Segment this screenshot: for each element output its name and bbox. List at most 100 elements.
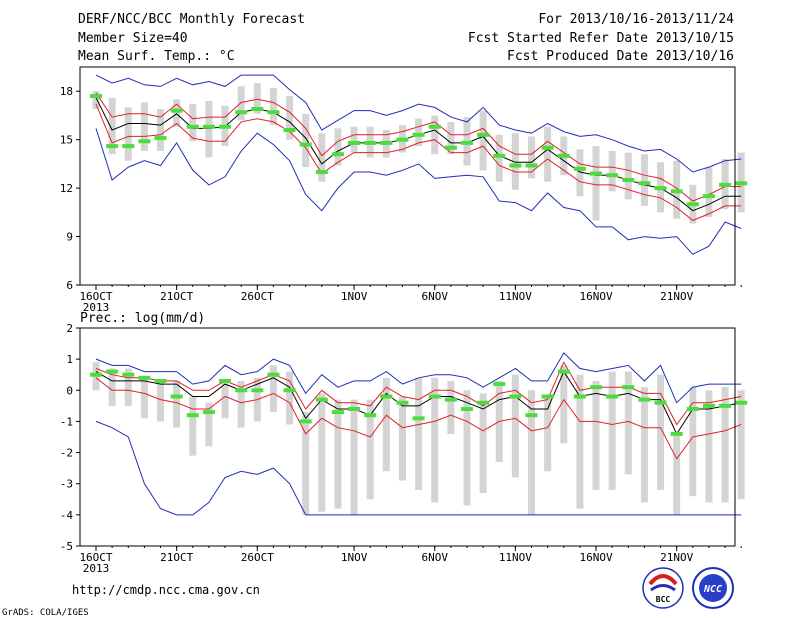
x-tick-label: 16NOV (579, 290, 612, 303)
ensemble-spread-box (576, 374, 584, 509)
median-marker (557, 369, 570, 374)
median-marker (719, 182, 732, 187)
y-tick-label: -5 (60, 540, 73, 553)
ensemble-spread-box (544, 126, 552, 182)
ensemble-spread-box (479, 393, 487, 494)
ensemble-spread-box (140, 377, 148, 419)
ensemble-spread-box (431, 115, 439, 155)
median-marker (299, 419, 312, 424)
ensemble-spread-box (221, 380, 229, 419)
temperature-panel: 6 9 12 15 18 16OCT 21OCT 26OCT 1NOV 6NOV 11NOV 16NO… (60, 66, 748, 314)
ensemble-spread-box (286, 96, 294, 140)
header-period: For 2013/10/16-2013/11/24 (538, 12, 734, 27)
y-tick-label: 0 (66, 384, 73, 397)
median-marker (331, 410, 344, 415)
ncc-logo: NCC (692, 567, 734, 609)
x-tick-label: 16OCT (79, 290, 112, 303)
x-tick-label: 21OCT (160, 290, 193, 303)
ensemble-spread-box (189, 104, 197, 142)
median-marker (541, 394, 554, 399)
median-marker (509, 163, 522, 168)
median-marker (380, 140, 393, 145)
median-marker (315, 169, 328, 174)
median-marker (283, 388, 296, 393)
ensemble-spread-box (415, 118, 423, 147)
median-marker (267, 110, 280, 115)
y-tick-label: 2 (66, 322, 73, 335)
median-marker (460, 140, 473, 145)
median-marker (477, 400, 490, 405)
median-marker (525, 413, 538, 418)
ensemble-spread-box (415, 377, 423, 490)
bcc-logo-ring (642, 567, 684, 609)
ensemble-spread-box (350, 126, 358, 153)
bcc-logo-arc-blue (650, 584, 676, 592)
median-marker (283, 127, 296, 132)
ensemble-spread-box (157, 108, 165, 151)
y-tick-label: 15 (60, 134, 73, 147)
median-marker (493, 382, 506, 387)
ensemble-spread-box (382, 377, 390, 472)
median-marker (428, 124, 441, 129)
median-marker (460, 406, 473, 411)
ensemble-spread-box (608, 371, 616, 490)
x-tick-label: 21NOV (660, 290, 693, 303)
ensemble-spread-box (189, 396, 197, 456)
header-member-size: Member Size=40 (78, 31, 188, 46)
ensemble-spread-box (447, 121, 455, 155)
median-marker (622, 385, 635, 390)
y-tick-label: -2 (60, 447, 73, 460)
median-marker (670, 431, 683, 436)
ensemble-mean-line (95, 370, 742, 435)
ensemble-spread-box (157, 380, 165, 422)
median-marker (557, 153, 570, 158)
x-tick-label: 11NOV (499, 290, 532, 303)
y-tick-label: -1 (60, 415, 73, 428)
median-marker (186, 124, 199, 129)
median-marker (202, 410, 215, 415)
median-marker (654, 400, 667, 405)
footer-url[interactable]: http://cmdp.ncc.cma.gov.cn (72, 583, 260, 597)
ensemble-max-line (95, 74, 742, 173)
x-year-label: 2013 (83, 562, 110, 575)
median-marker (154, 378, 167, 383)
median-marker (590, 385, 603, 390)
y-tick-label: -4 (60, 509, 74, 522)
ensemble-max-line (95, 352, 742, 404)
ensemble-spread-box (205, 402, 213, 447)
precipitation-panel: -5 -4 -3 -2 -1 0 1 2 16OCT 21OCT 26OCT 1NOV 6NOV 11NO… (60, 322, 748, 575)
median-marker (606, 394, 619, 399)
grads-credit: GrADS: COLA/IGES (2, 608, 89, 618)
ensemble-spread-box (302, 412, 310, 515)
mean-minus-sd-line (95, 103, 742, 221)
median-marker (541, 145, 554, 150)
ensemble-spread-box (366, 399, 374, 500)
median-marker (444, 145, 457, 150)
median-marker (590, 171, 603, 176)
median-marker (315, 397, 328, 402)
ensemble-spread-box (673, 433, 681, 515)
median-marker (573, 166, 586, 171)
median-marker (412, 132, 425, 137)
median-marker (235, 388, 248, 393)
median-marker (622, 178, 635, 183)
ensemble-spread-box (657, 374, 665, 490)
ensemble-min-line (95, 420, 742, 516)
ensemble-spread-box (640, 387, 648, 503)
median-marker (364, 413, 377, 418)
ensemble-spread-box (237, 86, 245, 121)
median-marker (509, 394, 522, 399)
median-marker (331, 152, 344, 157)
median-marker (525, 163, 538, 168)
bcc-logo-arc-red (648, 574, 678, 586)
median-marker (493, 153, 506, 158)
ensemble-spread-box (398, 396, 406, 481)
ensemble-spread-box (511, 374, 519, 478)
ensemble-spread-box (576, 149, 584, 197)
median-marker (219, 124, 232, 129)
median-marker (106, 369, 119, 374)
header-title: DERF/NCC/BCC Monthly Forecast (78, 12, 305, 27)
median-marker (170, 108, 183, 113)
median-marker (428, 394, 441, 399)
